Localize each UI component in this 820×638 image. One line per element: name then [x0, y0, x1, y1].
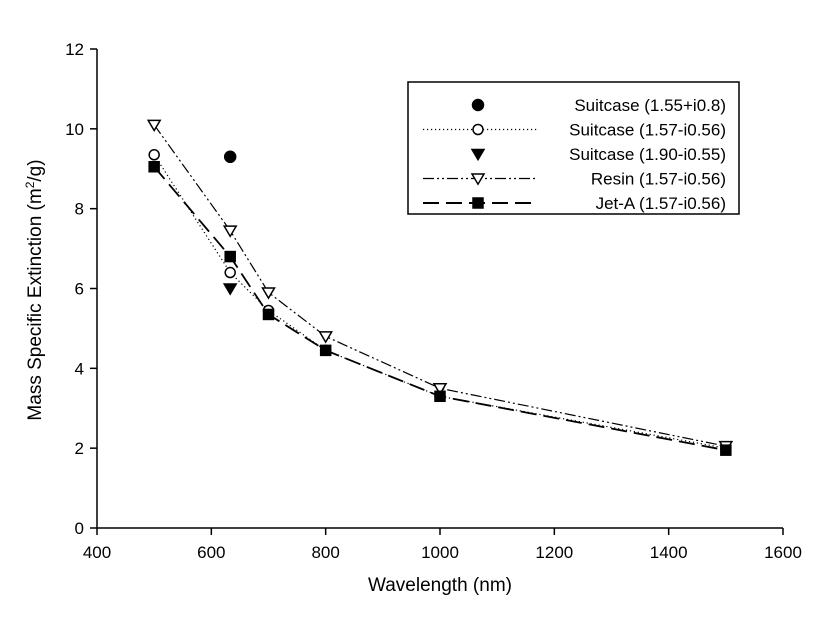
data-point-filled-square [148, 161, 160, 173]
y-tick-label: 10 [65, 120, 84, 139]
legend-marker [470, 173, 486, 186]
data-point-open-triangle-down [146, 119, 162, 133]
x-tick-label: 400 [83, 543, 111, 562]
data-point-filled-square [434, 390, 446, 403]
x-tick-label: 1000 [421, 543, 459, 562]
data-point-filled-circle [223, 150, 237, 164]
legend-entry: Suitcase (1.90-i0.55) [470, 145, 726, 164]
x-tick-label: 600 [197, 543, 225, 562]
data-point-open-triangle-down [222, 225, 238, 238]
plot-area: 400 600 800 1000 1200 1400 1600 0 2 4 6 8 10 12 [65, 40, 802, 562]
data-point-filled-square [262, 308, 275, 321]
legend-entry: Resin (1.57-i0.56) [423, 170, 726, 189]
legend-box [407, 81, 740, 215]
y-tick-label: 0 [75, 519, 84, 538]
legend-label: Resin (1.57-i0.56) [591, 170, 726, 189]
series-layer [146, 119, 734, 456]
legend-marker [471, 98, 485, 112]
y-axis-title-main: Mass Specific Extinction (m [25, 188, 46, 420]
legend-label: Suitcase (1.90-i0.55) [569, 145, 726, 164]
y-tick-label: 8 [75, 200, 84, 219]
y-axis-title-superscript: 2 [23, 181, 37, 188]
y-axis-title: Mass Specific Extinction (m2/g) [23, 159, 46, 420]
data-point-open-triangle-down [261, 287, 276, 300]
x-tick-label: 1200 [535, 543, 573, 562]
x-tick-label: 1400 [650, 543, 688, 562]
y-tick-label: 12 [65, 40, 84, 59]
legend-entry: Suitcase (1.55+i0.8) [471, 96, 726, 115]
data-point-open-triangle-down [318, 331, 333, 344]
series-line [153, 154, 726, 449]
x-axis-title: Wavelength (nm) [368, 575, 512, 596]
legend-entry: Suitcase (1.57-i0.56) [423, 121, 726, 140]
y-tick-label: 6 [75, 280, 84, 299]
y-ticks: 0 2 4 6 8 10 12 [65, 40, 97, 538]
legend-entries: Suitcase (1.55+i0.8) Suitcase (1.57-i0.56… [423, 96, 726, 213]
data-point-open-circle [148, 149, 160, 161]
legend: Suitcase (1.55+i0.8) Suitcase (1.57-i0.56… [407, 81, 740, 215]
legend-entry: Jet-A (1.57-i0.56) [423, 194, 726, 213]
data-point-filled-triangle-down [222, 283, 238, 296]
series-2 [222, 283, 238, 296]
data-point-open-circle [224, 266, 236, 279]
legend-label: Jet-A (1.57-i0.56) [596, 194, 726, 213]
series-0 [223, 150, 237, 164]
series-3 [146, 119, 734, 454]
y-axis-title-unit: /g) [25, 159, 46, 181]
series-4 [148, 161, 732, 456]
legend-label: Suitcase (1.55+i0.8) [574, 96, 726, 115]
legend-marker [470, 148, 486, 162]
data-point-open-triangle-down [432, 383, 448, 396]
data-point-filled-square [224, 250, 236, 263]
y-tick-label: 2 [75, 439, 84, 458]
legend-marker [472, 197, 484, 209]
x-ticks: 400 600 800 1000 1200 1400 1600 [83, 528, 802, 562]
legend-label: Suitcase (1.57-i0.56) [569, 121, 726, 140]
x-tick-label: 1600 [764, 543, 802, 562]
y-tick-label: 4 [75, 359, 84, 378]
data-point-filled-square [720, 444, 732, 456]
x-tick-label: 800 [311, 543, 339, 562]
legend-marker [472, 123, 484, 136]
data-point-filled-square [319, 344, 332, 357]
series-line [153, 166, 727, 452]
